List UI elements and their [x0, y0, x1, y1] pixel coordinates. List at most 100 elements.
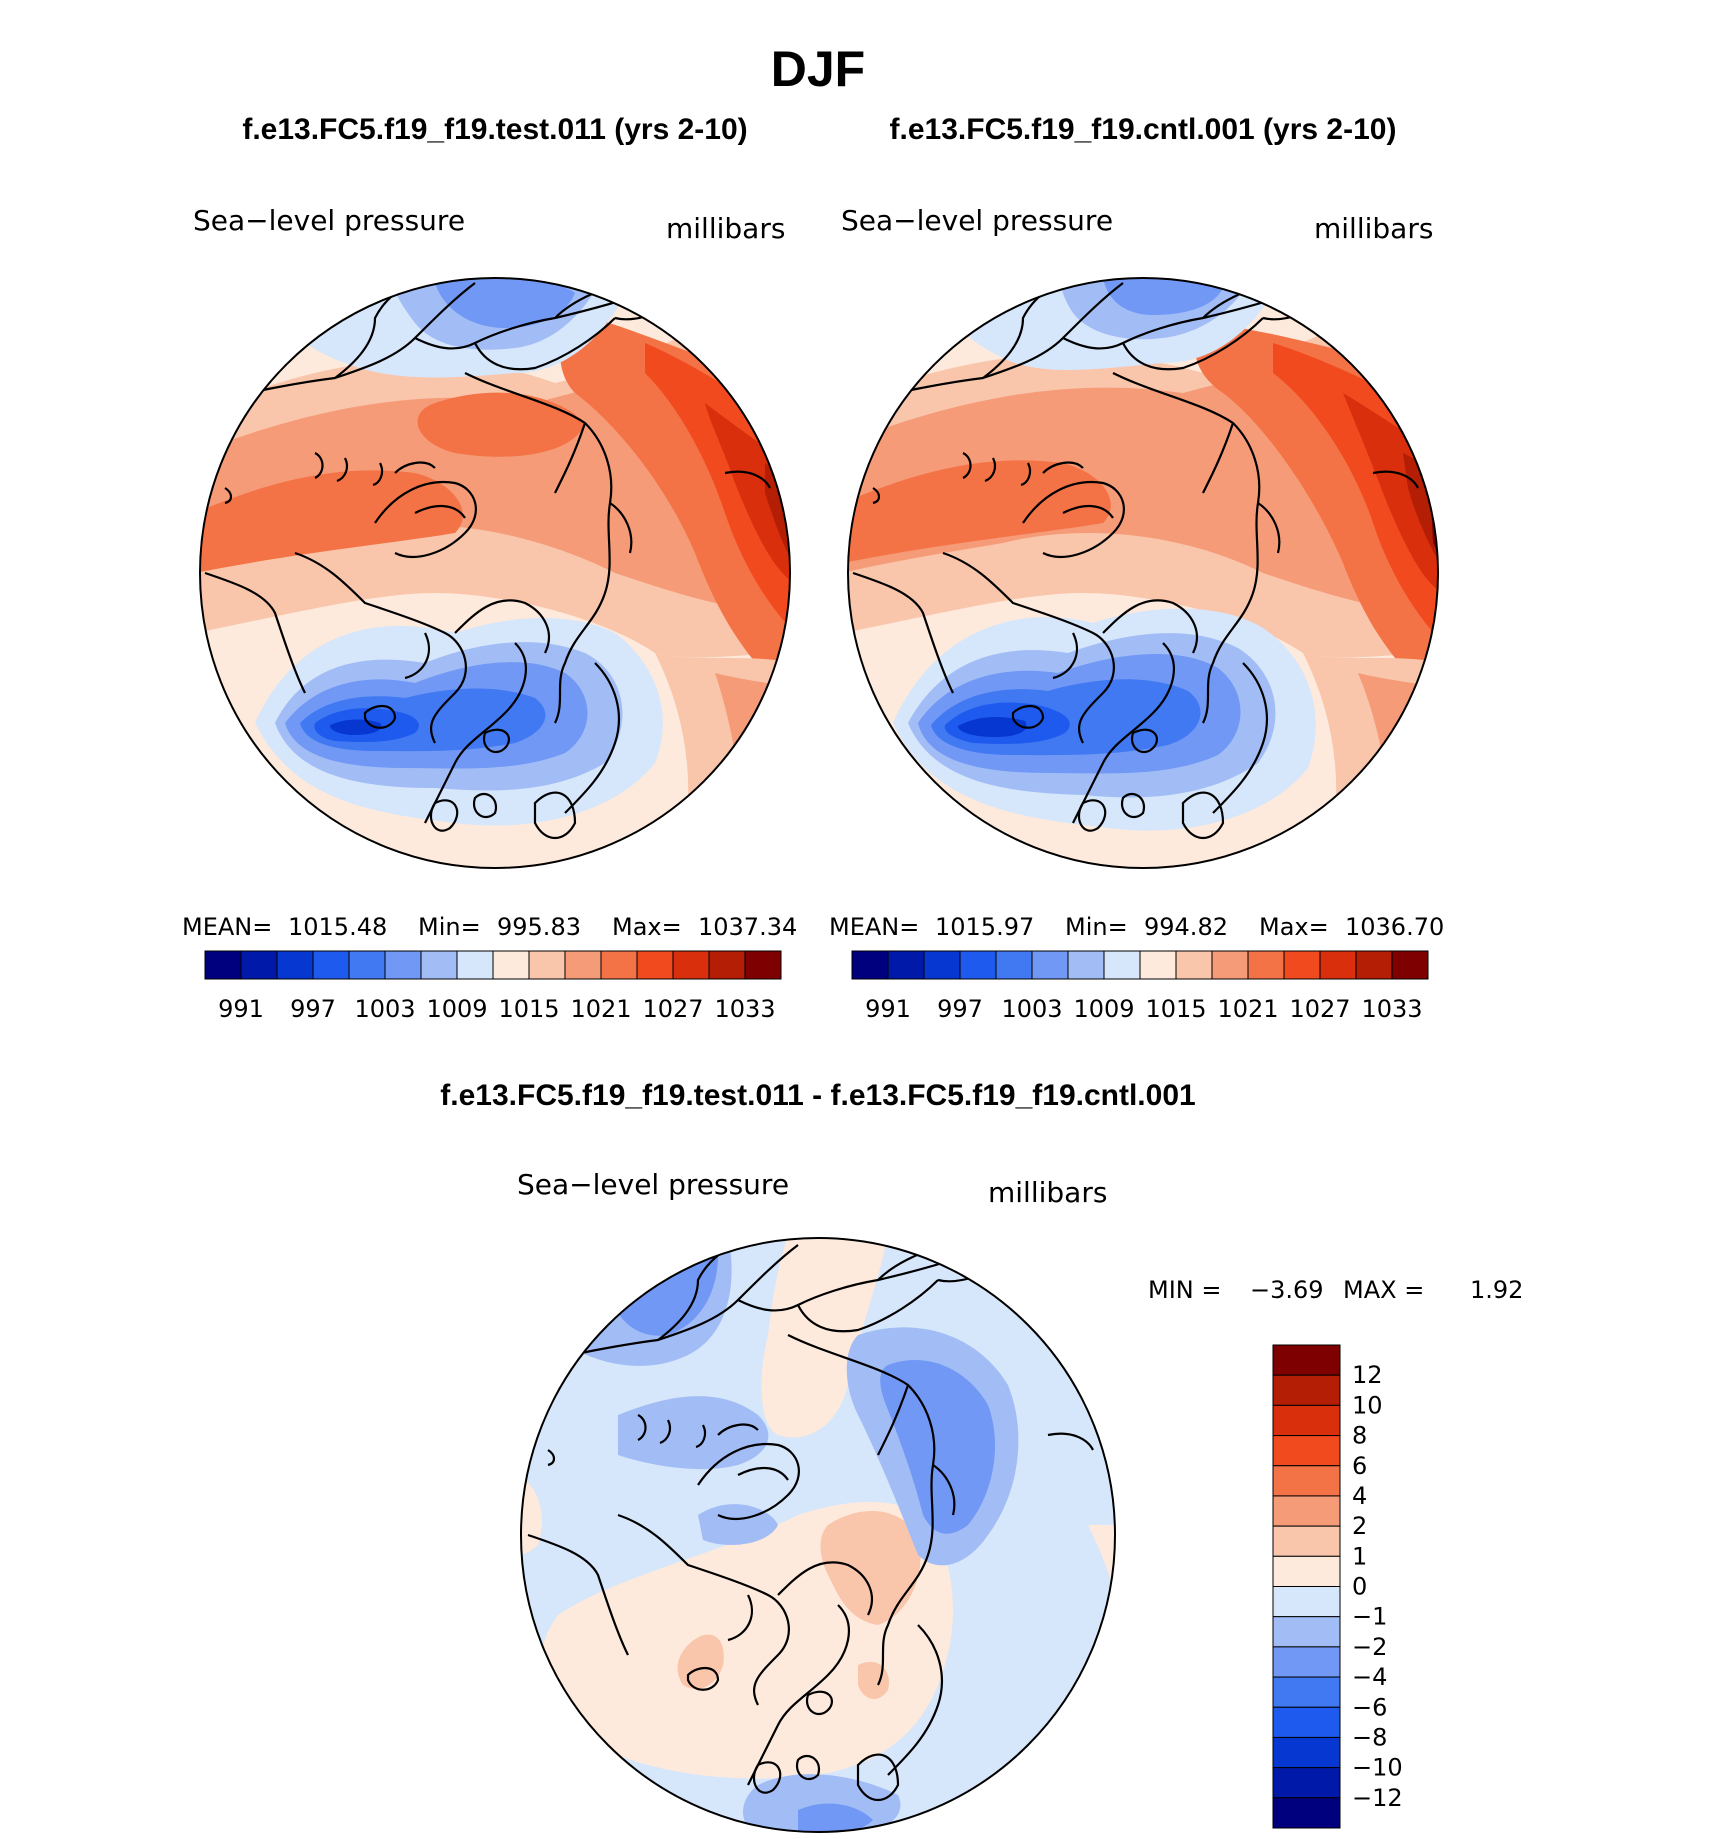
- season-title: DJF: [771, 41, 865, 97]
- colorbar-cntl-swatch-12: [1283, 950, 1321, 980]
- colorbar-cntl-swatch-5: [1031, 950, 1069, 980]
- colorbar-test-swatch-6: [420, 950, 458, 980]
- units-label-test: millibars: [666, 212, 785, 245]
- colorbar-test-swatch-14: [708, 950, 746, 980]
- colorbar-difference-swatch-15: [1272, 1797, 1341, 1829]
- polar-map-difference: [520, 1237, 1116, 1833]
- colorbar-test-swatch-8: [492, 950, 530, 980]
- colorbar-test-tick-label: 1033: [714, 995, 775, 1023]
- colorbar-cntl-tick-label: 1003: [1001, 995, 1062, 1023]
- max-value-cntl: 1036.70: [1345, 913, 1444, 941]
- colorbar-difference-swatch-3: [1272, 1435, 1341, 1467]
- colorbar-cntl: [851, 950, 1429, 980]
- colorbar-cntl-tick-label: 997: [937, 995, 983, 1023]
- colorbar-test-tick-label: 1027: [642, 995, 703, 1023]
- colorbar-difference: [1272, 1344, 1341, 1829]
- colorbar-cntl-swatch-1: [887, 950, 925, 980]
- colorbar-cntl-swatch-2: [923, 950, 961, 980]
- variable-label-cntl: Sea−level pressure: [841, 204, 1113, 237]
- units-label-diff: millibars: [988, 1176, 1107, 1209]
- polar-map-test: [199, 277, 791, 869]
- colorbar-difference-tick-label: 8: [1352, 1422, 1367, 1450]
- colorbar-test-swatch-5: [384, 950, 422, 980]
- colorbar-test-swatch-0: [204, 950, 242, 980]
- colorbar-test-tick-label: 1003: [354, 995, 415, 1023]
- colorbar-difference-tick-label: 12: [1352, 1361, 1383, 1389]
- colorbar-cntl-tick-label: 1021: [1217, 995, 1278, 1023]
- colorbar-cntl-tick-label: 1015: [1145, 995, 1206, 1023]
- colorbar-difference-swatch-5: [1272, 1495, 1341, 1527]
- colorbar-difference-swatch-10: [1272, 1646, 1341, 1678]
- colorbar-difference-swatch-11: [1272, 1676, 1341, 1708]
- units-label-cntl: millibars: [1314, 212, 1433, 245]
- colorbar-test: [204, 950, 782, 980]
- colorbar-test-swatch-1: [240, 950, 278, 980]
- colorbar-difference-swatch-4: [1272, 1465, 1341, 1497]
- diff-max-label: MAX =: [1343, 1276, 1424, 1304]
- colorbar-test-swatch-12: [636, 950, 674, 980]
- colorbar-cntl-tick-label: 991: [865, 995, 911, 1023]
- colorbar-difference-tick-label: 4: [1352, 1482, 1367, 1510]
- diff-max-value: 1.92: [1470, 1276, 1523, 1304]
- colorbar-test-tick-label: 1009: [426, 995, 487, 1023]
- min-value-cntl: 994.82: [1144, 913, 1228, 941]
- colorbar-test-swatch-15: [744, 950, 782, 980]
- colorbar-difference-swatch-12: [1272, 1706, 1341, 1738]
- mean-label-cntl: MEAN=: [829, 913, 919, 941]
- colorbar-cntl-tick-label: 1009: [1073, 995, 1134, 1023]
- colorbar-cntl-swatch-10: [1211, 950, 1249, 980]
- colorbar-test-swatch-11: [600, 950, 638, 980]
- colorbar-difference-tick-label: 0: [1352, 1573, 1367, 1601]
- variable-label-test: Sea−level pressure: [193, 204, 465, 237]
- panel-title-cntl: f.e13.FC5.f19_f19.cntl.001 (yrs 2-10): [890, 113, 1397, 146]
- colorbar-cntl-tick-label: 1027: [1289, 995, 1350, 1023]
- panel-title-test: f.e13.FC5.f19_f19.test.011 (yrs 2-10): [242, 113, 747, 146]
- colorbar-difference-tick-label: −1: [1352, 1603, 1387, 1631]
- colorbar-difference-tick-label: −10: [1352, 1754, 1403, 1782]
- colorbar-difference-swatch-14: [1272, 1767, 1341, 1799]
- colorbar-test-tick-label: 991: [218, 995, 264, 1023]
- colorbar-test-tick-label: 1021: [570, 995, 631, 1023]
- colorbar-cntl-swatch-15: [1391, 950, 1429, 980]
- colorbar-test-swatch-4: [348, 950, 386, 980]
- colorbar-test-swatch-7: [456, 950, 494, 980]
- colorbar-cntl-swatch-0: [851, 950, 889, 980]
- difference-title: f.e13.FC5.f19_f19.test.011 - f.e13.FC5.f…: [440, 1079, 1195, 1112]
- colorbar-difference-tick-label: −8: [1352, 1723, 1387, 1751]
- colorbar-cntl-swatch-6: [1067, 950, 1105, 980]
- colorbar-difference-swatch-13: [1272, 1736, 1341, 1769]
- colorbar-test-swatch-10: [564, 950, 602, 980]
- colorbar-difference-swatch-0: [1272, 1344, 1341, 1376]
- colorbar-difference-swatch-1: [1272, 1374, 1341, 1406]
- colorbar-difference-swatch-9: [1272, 1616, 1341, 1648]
- colorbar-difference-tick-label: −4: [1352, 1663, 1387, 1691]
- variable-label-diff: Sea−level pressure: [517, 1168, 789, 1201]
- colorbar-difference-tick-label: −6: [1352, 1693, 1387, 1721]
- colorbar-difference-swatch-7: [1272, 1555, 1341, 1587]
- colorbar-difference-swatch-6: [1272, 1525, 1341, 1557]
- colorbar-test-swatch-13: [672, 950, 710, 980]
- colorbar-cntl-swatch-13: [1319, 950, 1357, 980]
- mean-label-test: MEAN=: [182, 913, 272, 941]
- mean-value-cntl: 1015.97: [935, 913, 1034, 941]
- colorbar-difference-tick-label: 2: [1352, 1512, 1367, 1540]
- mean-value-test: 1015.48: [288, 913, 387, 941]
- diff-min-label: MIN =: [1148, 1276, 1221, 1304]
- colorbar-difference-tick-label: −12: [1352, 1784, 1403, 1812]
- colorbar-difference-tick-label: 6: [1352, 1452, 1367, 1480]
- colorbar-cntl-swatch-11: [1247, 950, 1285, 980]
- colorbar-difference-swatch-8: [1272, 1586, 1341, 1618]
- colorbar-cntl-tick-label: 1033: [1361, 995, 1422, 1023]
- colorbar-test-tick-label: 997: [290, 995, 336, 1023]
- colorbar-test-tick-label: 1015: [498, 995, 559, 1023]
- colorbar-difference-tick-label: 10: [1352, 1391, 1383, 1419]
- colorbar-test-swatch-2: [276, 950, 314, 980]
- colorbar-test-swatch-3: [312, 950, 350, 980]
- colorbar-cntl-swatch-7: [1103, 950, 1141, 980]
- colorbar-difference-tick-label: 1: [1352, 1542, 1367, 1570]
- colorbar-cntl-swatch-8: [1139, 950, 1177, 980]
- max-value-test: 1037.34: [698, 913, 797, 941]
- min-label-test: Min=: [418, 913, 481, 941]
- colorbar-test-swatch-9: [528, 950, 566, 980]
